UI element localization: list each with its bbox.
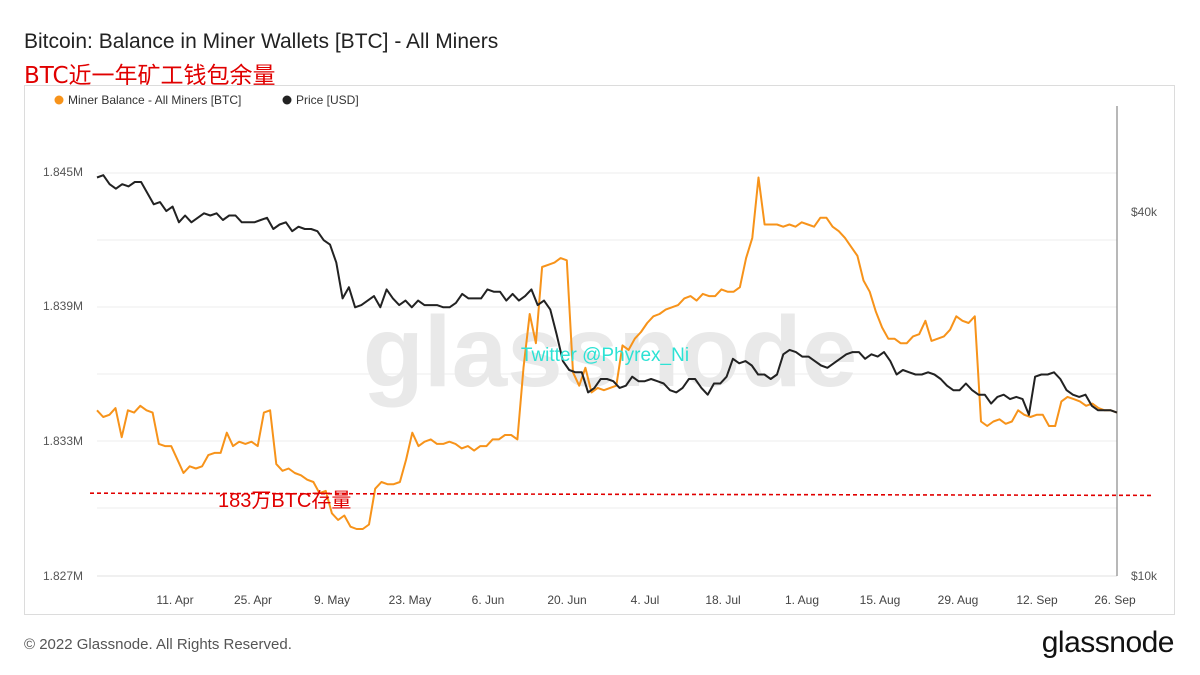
x-axis: 11. Apr 25. Apr 9. May 23. May 6. Jun 20… xyxy=(156,593,1136,607)
legend-label-balance: Miner Balance - All Miners [BTC] xyxy=(68,93,241,107)
glassnode-logo: glassnode xyxy=(1041,626,1175,659)
x-tick-label: 15. Aug xyxy=(860,593,901,607)
handle-watermark: Twitter @Phyrex_Ni xyxy=(521,345,689,366)
chart-subtitle: BTC近一年矿工钱包余量 xyxy=(24,63,276,89)
x-tick-label: 18. Jul xyxy=(705,593,740,607)
x-tick-label: 23. May xyxy=(389,593,432,607)
series-line-price xyxy=(96,174,1118,416)
footer-copyright: © 2022 Glassnode. All Rights Reserved. xyxy=(24,636,292,653)
chart-svg: glassnode 1.845M 1.839M 1.833M 1.827M $4… xyxy=(43,93,1158,607)
x-tick-label: 25. Apr xyxy=(234,593,272,607)
y-left-tick-1839: 1.839M xyxy=(43,299,83,313)
legend-dot-price xyxy=(282,95,292,105)
chart-title: Bitcoin: Balance in Miner Wallets [BTC] … xyxy=(24,30,499,53)
chart-container: glassnode 1.845M 1.839M 1.833M 1.827M $4… xyxy=(24,85,1175,615)
x-tick-label: 29. Aug xyxy=(938,593,979,607)
reference-line-label: 183万BTC存量 xyxy=(218,489,351,512)
x-tick-label: 12. Sep xyxy=(1016,593,1058,607)
y-left-tick-1833: 1.833M xyxy=(43,434,83,448)
legend-dot-balance xyxy=(54,95,64,105)
gridlines xyxy=(97,172,1117,577)
x-tick-label: 4. Jul xyxy=(631,593,660,607)
x-tick-label: 20. Jun xyxy=(547,593,586,607)
watermark-logo: glassnode xyxy=(363,296,858,408)
x-tick-label: 9. May xyxy=(314,593,350,607)
x-tick-label: 11. Apr xyxy=(156,593,193,607)
y-axis-right: $40k $10k xyxy=(1131,205,1158,583)
y-axis-left: 1.845M 1.839M 1.833M 1.827M xyxy=(43,165,83,583)
x-tick-label: 6. Jun xyxy=(472,593,505,607)
y-right-tick-40k: $40k xyxy=(1131,205,1158,219)
x-tick-label: 1. Aug xyxy=(785,593,819,607)
y-left-tick-1845: 1.845M xyxy=(43,165,83,179)
legend: Miner Balance - All Miners [BTC] Price [… xyxy=(54,93,359,107)
legend-label-price: Price [USD] xyxy=(296,93,359,107)
series-line-miner-balance xyxy=(96,176,1118,530)
y-left-tick-1827: 1.827M xyxy=(43,569,83,583)
reference-line-183w xyxy=(89,492,1154,497)
x-tick-label: 26. Sep xyxy=(1094,593,1136,607)
y-right-tick-10k: $10k xyxy=(1131,569,1158,583)
